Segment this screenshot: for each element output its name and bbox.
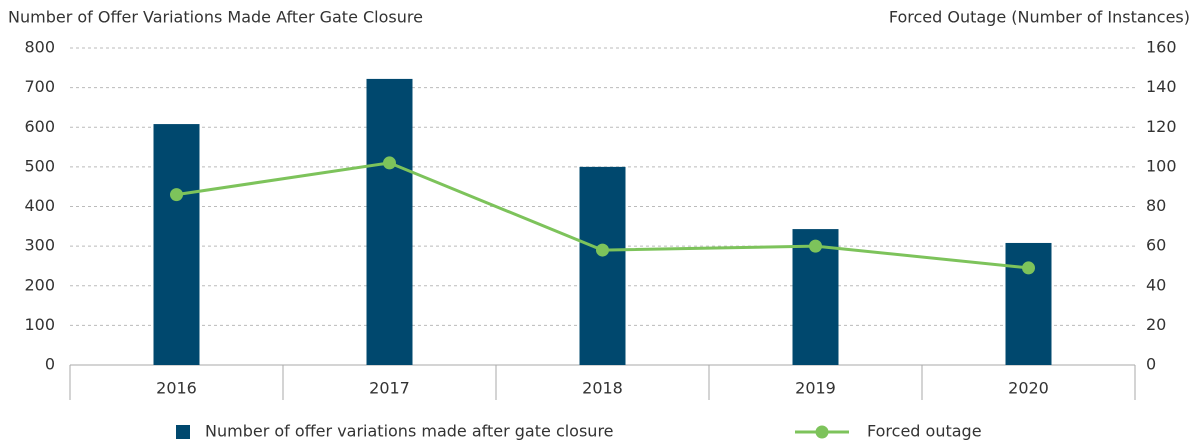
y-tick-label: 600 bbox=[24, 117, 55, 136]
bar bbox=[1005, 242, 1052, 365]
x-tick-label: 2019 bbox=[795, 379, 836, 398]
y2-tick-label: 40 bbox=[1146, 275, 1166, 294]
y2-tick-label: 100 bbox=[1146, 156, 1177, 175]
line-point bbox=[383, 156, 396, 170]
y-tick-label: 300 bbox=[24, 236, 55, 255]
y2-tick-label: 0 bbox=[1146, 355, 1156, 374]
line-point bbox=[170, 188, 183, 202]
y-tick-label: 700 bbox=[24, 77, 55, 96]
y2-tick-label: 160 bbox=[1146, 38, 1177, 57]
y2-tick-label: 60 bbox=[1146, 236, 1166, 255]
y-tick-label: 200 bbox=[24, 275, 55, 294]
line-point bbox=[596, 243, 609, 257]
y2-tick-label: 20 bbox=[1146, 315, 1166, 334]
x-tick-label: 2018 bbox=[582, 379, 623, 398]
y2-tick-label: 120 bbox=[1146, 117, 1177, 136]
y-tick-label: 500 bbox=[24, 156, 55, 175]
line-point bbox=[1022, 261, 1035, 275]
y-tick-label: 400 bbox=[24, 196, 55, 215]
bar bbox=[579, 166, 626, 365]
y-tick-label: 0 bbox=[45, 355, 55, 374]
y2-axis-title: Forced Outage (Number of Instances) bbox=[889, 8, 1190, 27]
y2-tick-label: 140 bbox=[1146, 77, 1177, 96]
legend-swatch bbox=[176, 425, 190, 439]
x-tick-label: 2017 bbox=[369, 379, 410, 398]
bar bbox=[153, 124, 200, 365]
legend-label: Forced outage bbox=[867, 422, 982, 441]
line-point bbox=[809, 239, 822, 253]
legend-label: Number of offer variations made after ga… bbox=[205, 422, 614, 441]
x-tick-label: 2016 bbox=[156, 379, 197, 398]
y-tick-label: 800 bbox=[24, 38, 55, 57]
bar bbox=[366, 78, 413, 365]
y-axis-title: Number of Offer Variations Made After Ga… bbox=[8, 8, 423, 27]
legend-marker bbox=[815, 425, 829, 439]
y2-tick-label: 80 bbox=[1146, 196, 1166, 215]
y-tick-label: 100 bbox=[24, 315, 55, 334]
x-tick-label: 2020 bbox=[1008, 379, 1049, 398]
